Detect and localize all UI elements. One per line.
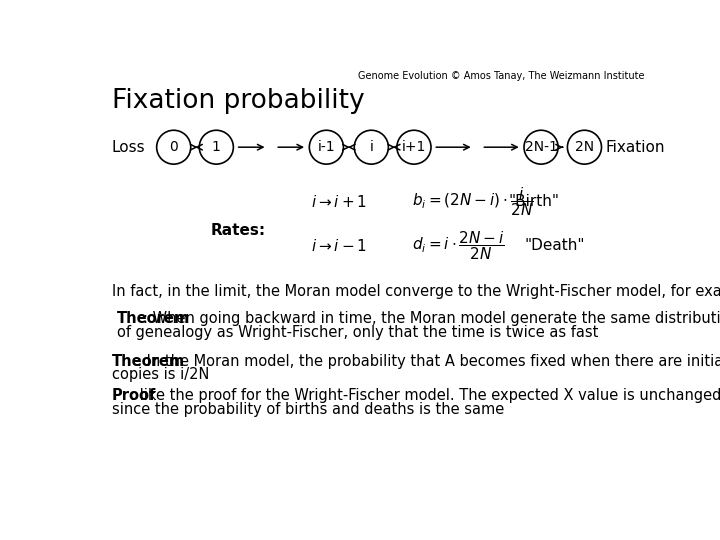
Text: since the probability of births and deaths is the same: since the probability of births and deat… — [112, 402, 504, 417]
Text: Fixation probability: Fixation probability — [112, 88, 364, 114]
Text: Theorem: Theorem — [112, 354, 185, 368]
Text: i-1: i-1 — [318, 140, 336, 154]
Text: $d_i = i \cdot \dfrac{2N-i}{2N}$: $d_i = i \cdot \dfrac{2N-i}{2N}$ — [412, 230, 505, 262]
Text: In fact, in the limit, the Moran model converge to the Wright-Fischer model, for: In fact, in the limit, the Moran model c… — [112, 284, 720, 299]
Text: 2N: 2N — [575, 140, 594, 154]
Text: Fixation: Fixation — [606, 140, 665, 154]
Text: i+1: i+1 — [402, 140, 426, 154]
Text: : In the Moran model, the probability that A becomes fixed when there are initia: : In the Moran model, the probability th… — [137, 354, 720, 368]
Text: copies is i/2N: copies is i/2N — [112, 367, 209, 382]
Text: 1: 1 — [212, 140, 221, 154]
Text: "Birth": "Birth" — [508, 194, 559, 210]
Text: of genealogy as Wright-Fischer, only that the time is twice as fast: of genealogy as Wright-Fischer, only tha… — [117, 325, 598, 340]
Text: Loss: Loss — [112, 140, 145, 154]
Text: i: i — [369, 140, 373, 154]
Text: : When going backward in time, the Moran model generate the same distribution: : When going backward in time, the Moran… — [143, 311, 720, 326]
Text: Genome Evolution © Amos Tanay, The Weizmann Institute: Genome Evolution © Amos Tanay, The Weizm… — [358, 71, 644, 81]
Text: Proof: Proof — [112, 388, 156, 403]
Text: 0: 0 — [169, 140, 178, 154]
Text: $i \rightarrow i-1$: $i \rightarrow i-1$ — [311, 238, 367, 254]
Text: $b_i = (2N-i) \cdot \dfrac{i}{2N}$: $b_i = (2N-i) \cdot \dfrac{i}{2N}$ — [412, 185, 534, 218]
Text: Theorem: Theorem — [117, 311, 190, 326]
Text: $i \rightarrow i+1$: $i \rightarrow i+1$ — [311, 194, 367, 210]
Text: 2N-1: 2N-1 — [525, 140, 557, 154]
Text: "Death": "Death" — [524, 238, 585, 253]
Text: : like the proof for the Wright-Fischer model. The expected X value is unchanged: : like the proof for the Wright-Fischer … — [130, 388, 720, 403]
Text: Rates:: Rates: — [210, 223, 265, 238]
